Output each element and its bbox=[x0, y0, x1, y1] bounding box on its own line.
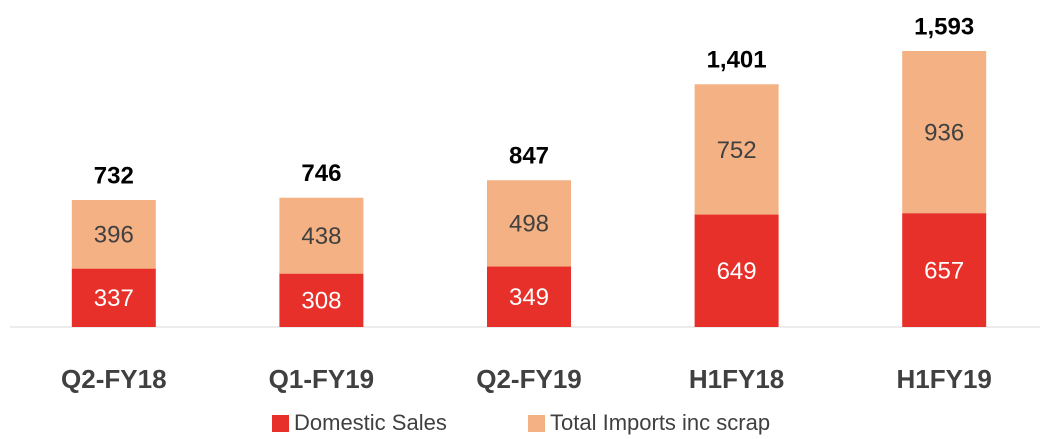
segment-label: 396 bbox=[94, 222, 134, 249]
bar-segment bbox=[694, 214, 779, 327]
bar-segment bbox=[279, 273, 364, 327]
segment-label: 498 bbox=[509, 211, 549, 238]
total-label: 732 bbox=[94, 163, 134, 190]
bar-segment bbox=[487, 180, 571, 267]
segment-label: 649 bbox=[717, 258, 757, 285]
total-label: 1,593 bbox=[914, 13, 974, 40]
legend-swatch bbox=[272, 415, 289, 432]
x-tick-label: Q2-FY18 bbox=[61, 364, 167, 394]
legend-label: Domestic Sales bbox=[294, 410, 447, 435]
x-tick-label: H1FY18 bbox=[689, 364, 784, 394]
x-tick-label: H1FY19 bbox=[897, 364, 992, 394]
segment-label: 657 bbox=[924, 257, 964, 284]
bar-segment bbox=[694, 84, 779, 215]
segment-label: 337 bbox=[94, 285, 134, 312]
segment-label: 438 bbox=[301, 223, 341, 250]
segment-label: 936 bbox=[924, 119, 964, 146]
segment-label: 349 bbox=[509, 284, 549, 311]
x-tick-label: Q2-FY19 bbox=[476, 364, 582, 394]
bar-segment bbox=[487, 266, 571, 327]
segment-label: 308 bbox=[301, 288, 341, 315]
segment-label: 752 bbox=[717, 137, 757, 164]
bar-segment bbox=[902, 51, 987, 214]
bar-segment bbox=[279, 197, 364, 274]
bar-segment bbox=[71, 268, 156, 327]
legend-label: Total Imports inc scrap bbox=[550, 410, 770, 435]
bar-segment bbox=[71, 200, 156, 269]
legend-swatch bbox=[528, 415, 545, 432]
x-tick-label: Q1-FY19 bbox=[269, 364, 375, 394]
total-label: 1,401 bbox=[707, 47, 767, 74]
total-label: 746 bbox=[301, 160, 341, 187]
bar-segment bbox=[902, 213, 987, 327]
total-label: 847 bbox=[509, 143, 549, 170]
